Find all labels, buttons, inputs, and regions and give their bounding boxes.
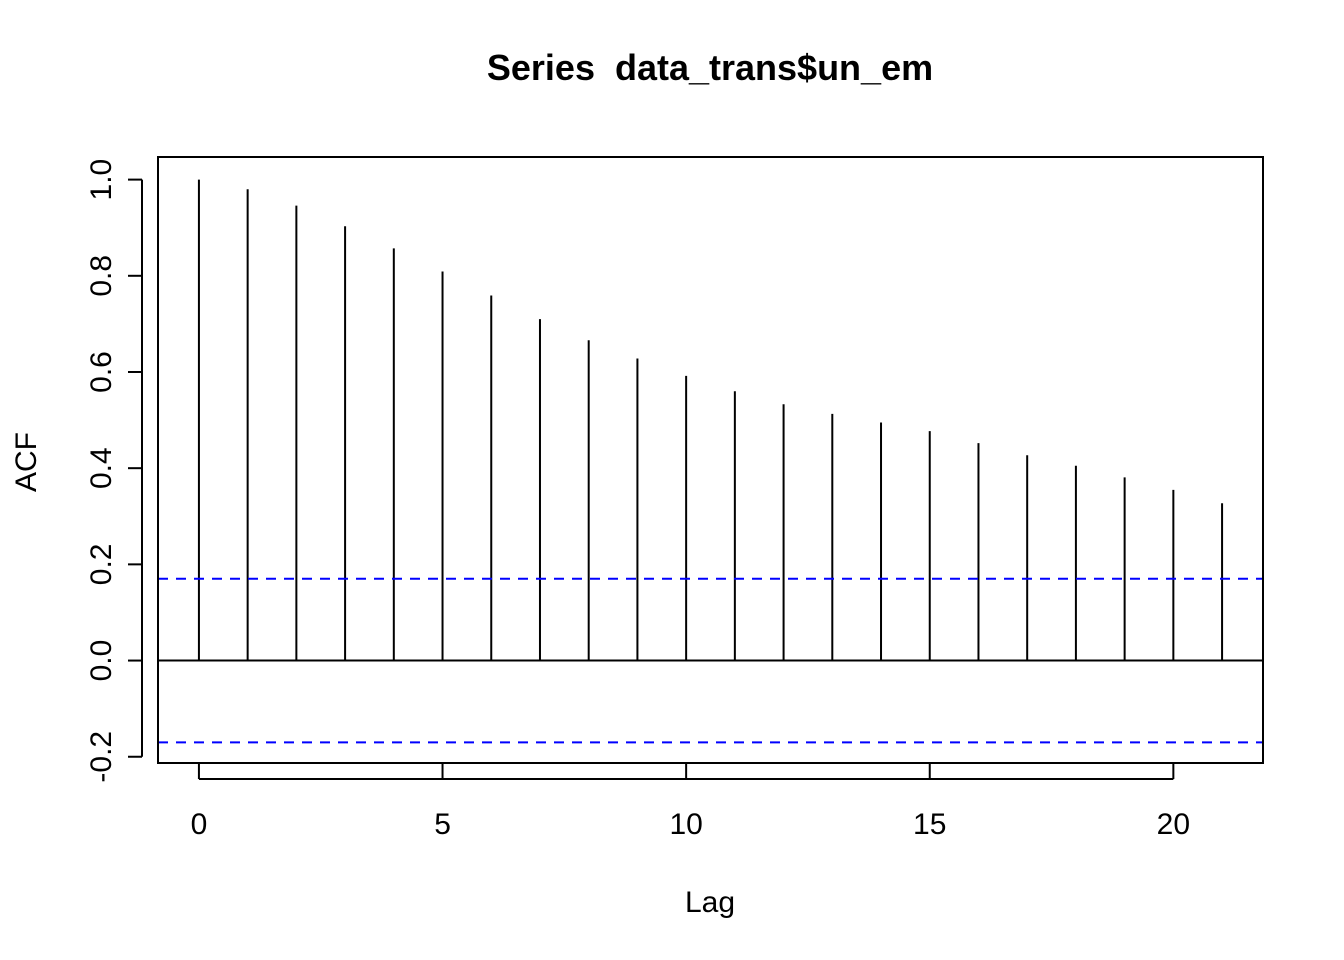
y-tick-label: 0.8 — [85, 255, 118, 297]
y-tick-label: 0.4 — [85, 447, 118, 489]
chart-title: Series data_trans$un_em — [487, 47, 933, 88]
y-tick-label: 0.6 — [85, 351, 118, 393]
x-tick-label: 10 — [669, 808, 702, 841]
x-tick-label: 20 — [1157, 808, 1190, 841]
y-axis-label: ACF — [10, 432, 43, 492]
y-tick-label: 1.0 — [85, 159, 118, 201]
y-tick-label: 0.0 — [85, 640, 118, 682]
y-tick-label: 0.2 — [85, 544, 118, 586]
chart-marks: -0.2 0.0 0.2 0.4 0.6 0.8 1.0 0 5 10 15 20 — [85, 159, 1263, 841]
plot-frame — [157, 156, 1264, 764]
x-axis-label: Lag — [685, 886, 735, 919]
y-tick-label: -0.2 — [85, 731, 118, 783]
x-tick-label: 15 — [913, 808, 946, 841]
x-tick-label: 5 — [434, 808, 451, 841]
x-tick-label: 0 — [191, 808, 208, 841]
